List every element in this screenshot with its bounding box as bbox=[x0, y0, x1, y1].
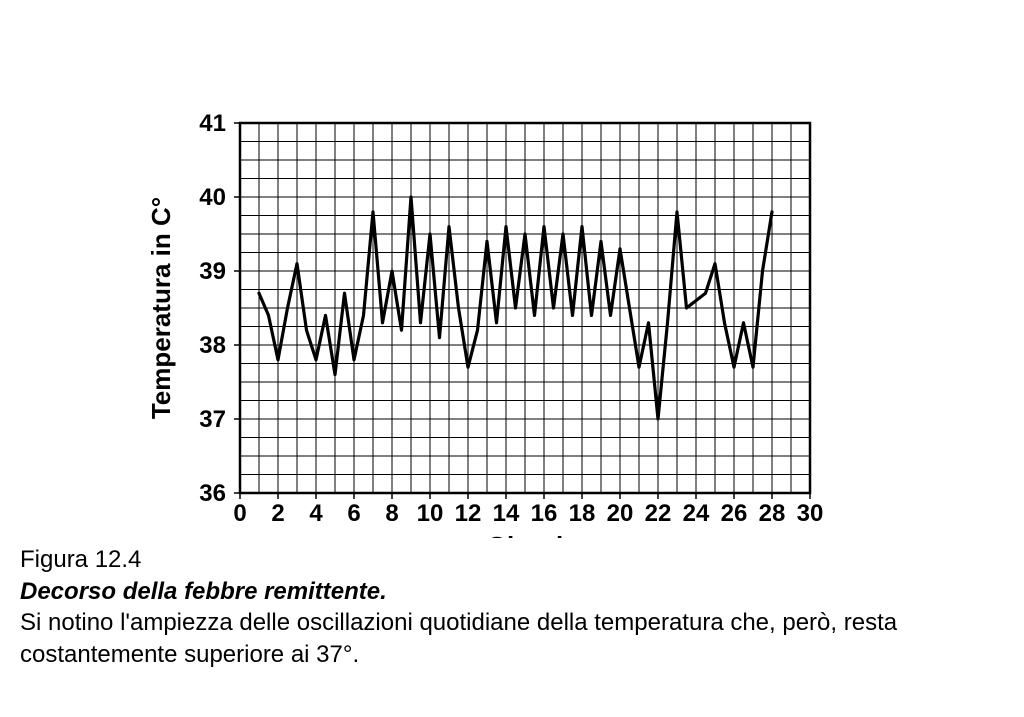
svg-text:0: 0 bbox=[233, 500, 246, 527]
svg-text:38: 38 bbox=[199, 332, 226, 359]
figure-label: Figura 12.4 bbox=[20, 544, 1004, 576]
svg-text:36: 36 bbox=[199, 480, 226, 507]
svg-text:8: 8 bbox=[385, 500, 398, 527]
temperature-line-chart: 024681012141618202224262830363738394041G… bbox=[20, 18, 1000, 538]
figure-title: Decorso della febbre remittente. bbox=[20, 578, 387, 605]
svg-text:37: 37 bbox=[199, 406, 226, 433]
page: 024681012141618202224262830363738394041G… bbox=[0, 0, 1024, 717]
figure-description: Si notino l'ampiezza delle oscillazioni … bbox=[20, 607, 1004, 670]
y-axis-label: Temperatura in C° bbox=[146, 197, 176, 419]
svg-text:28: 28 bbox=[759, 500, 786, 527]
svg-text:30: 30 bbox=[797, 500, 824, 527]
svg-text:40: 40 bbox=[199, 184, 226, 211]
svg-text:20: 20 bbox=[607, 500, 634, 527]
svg-text:14: 14 bbox=[493, 500, 520, 527]
svg-text:12: 12 bbox=[455, 500, 482, 527]
svg-text:24: 24 bbox=[683, 500, 710, 527]
svg-text:18: 18 bbox=[569, 500, 596, 527]
svg-text:6: 6 bbox=[347, 500, 360, 527]
svg-text:4: 4 bbox=[309, 500, 323, 527]
x-axis-label: Giorni bbox=[487, 531, 564, 538]
svg-text:2: 2 bbox=[271, 500, 284, 527]
svg-text:16: 16 bbox=[531, 500, 558, 527]
chart-container: 024681012141618202224262830363738394041G… bbox=[20, 18, 1000, 538]
svg-text:22: 22 bbox=[645, 500, 672, 527]
figure-caption: Figura 12.4 Decorso della febbre remitte… bbox=[20, 544, 1004, 671]
svg-text:10: 10 bbox=[417, 500, 444, 527]
svg-text:41: 41 bbox=[199, 110, 226, 137]
svg-text:26: 26 bbox=[721, 500, 748, 527]
svg-text:39: 39 bbox=[199, 258, 226, 285]
